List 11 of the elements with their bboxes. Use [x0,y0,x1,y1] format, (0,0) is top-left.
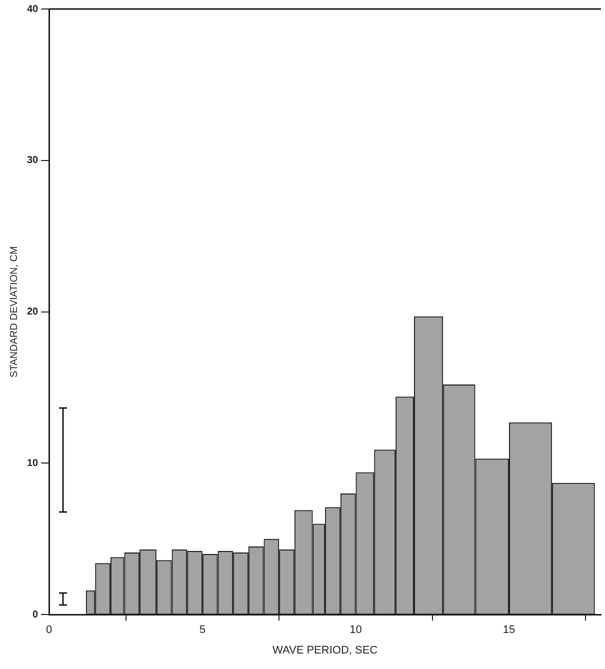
x-tick-label: 5 [199,624,206,636]
x-tick-label: 0 [46,624,52,636]
y-axis-title: STANDARD DEVIATION, CM [8,246,20,378]
y-tick-label: 10 [27,458,39,469]
x-axis-title: WAVE PERIOD, SEC [272,644,378,656]
y-tick-label: 20 [27,306,39,318]
y-tick-label: 30 [27,155,39,166]
y-tick-label: 0 [32,609,39,620]
x-tick-label: 15 [502,624,516,636]
x-tick-label: 10 [350,624,362,636]
y-tick-label: 40 [27,4,39,15]
